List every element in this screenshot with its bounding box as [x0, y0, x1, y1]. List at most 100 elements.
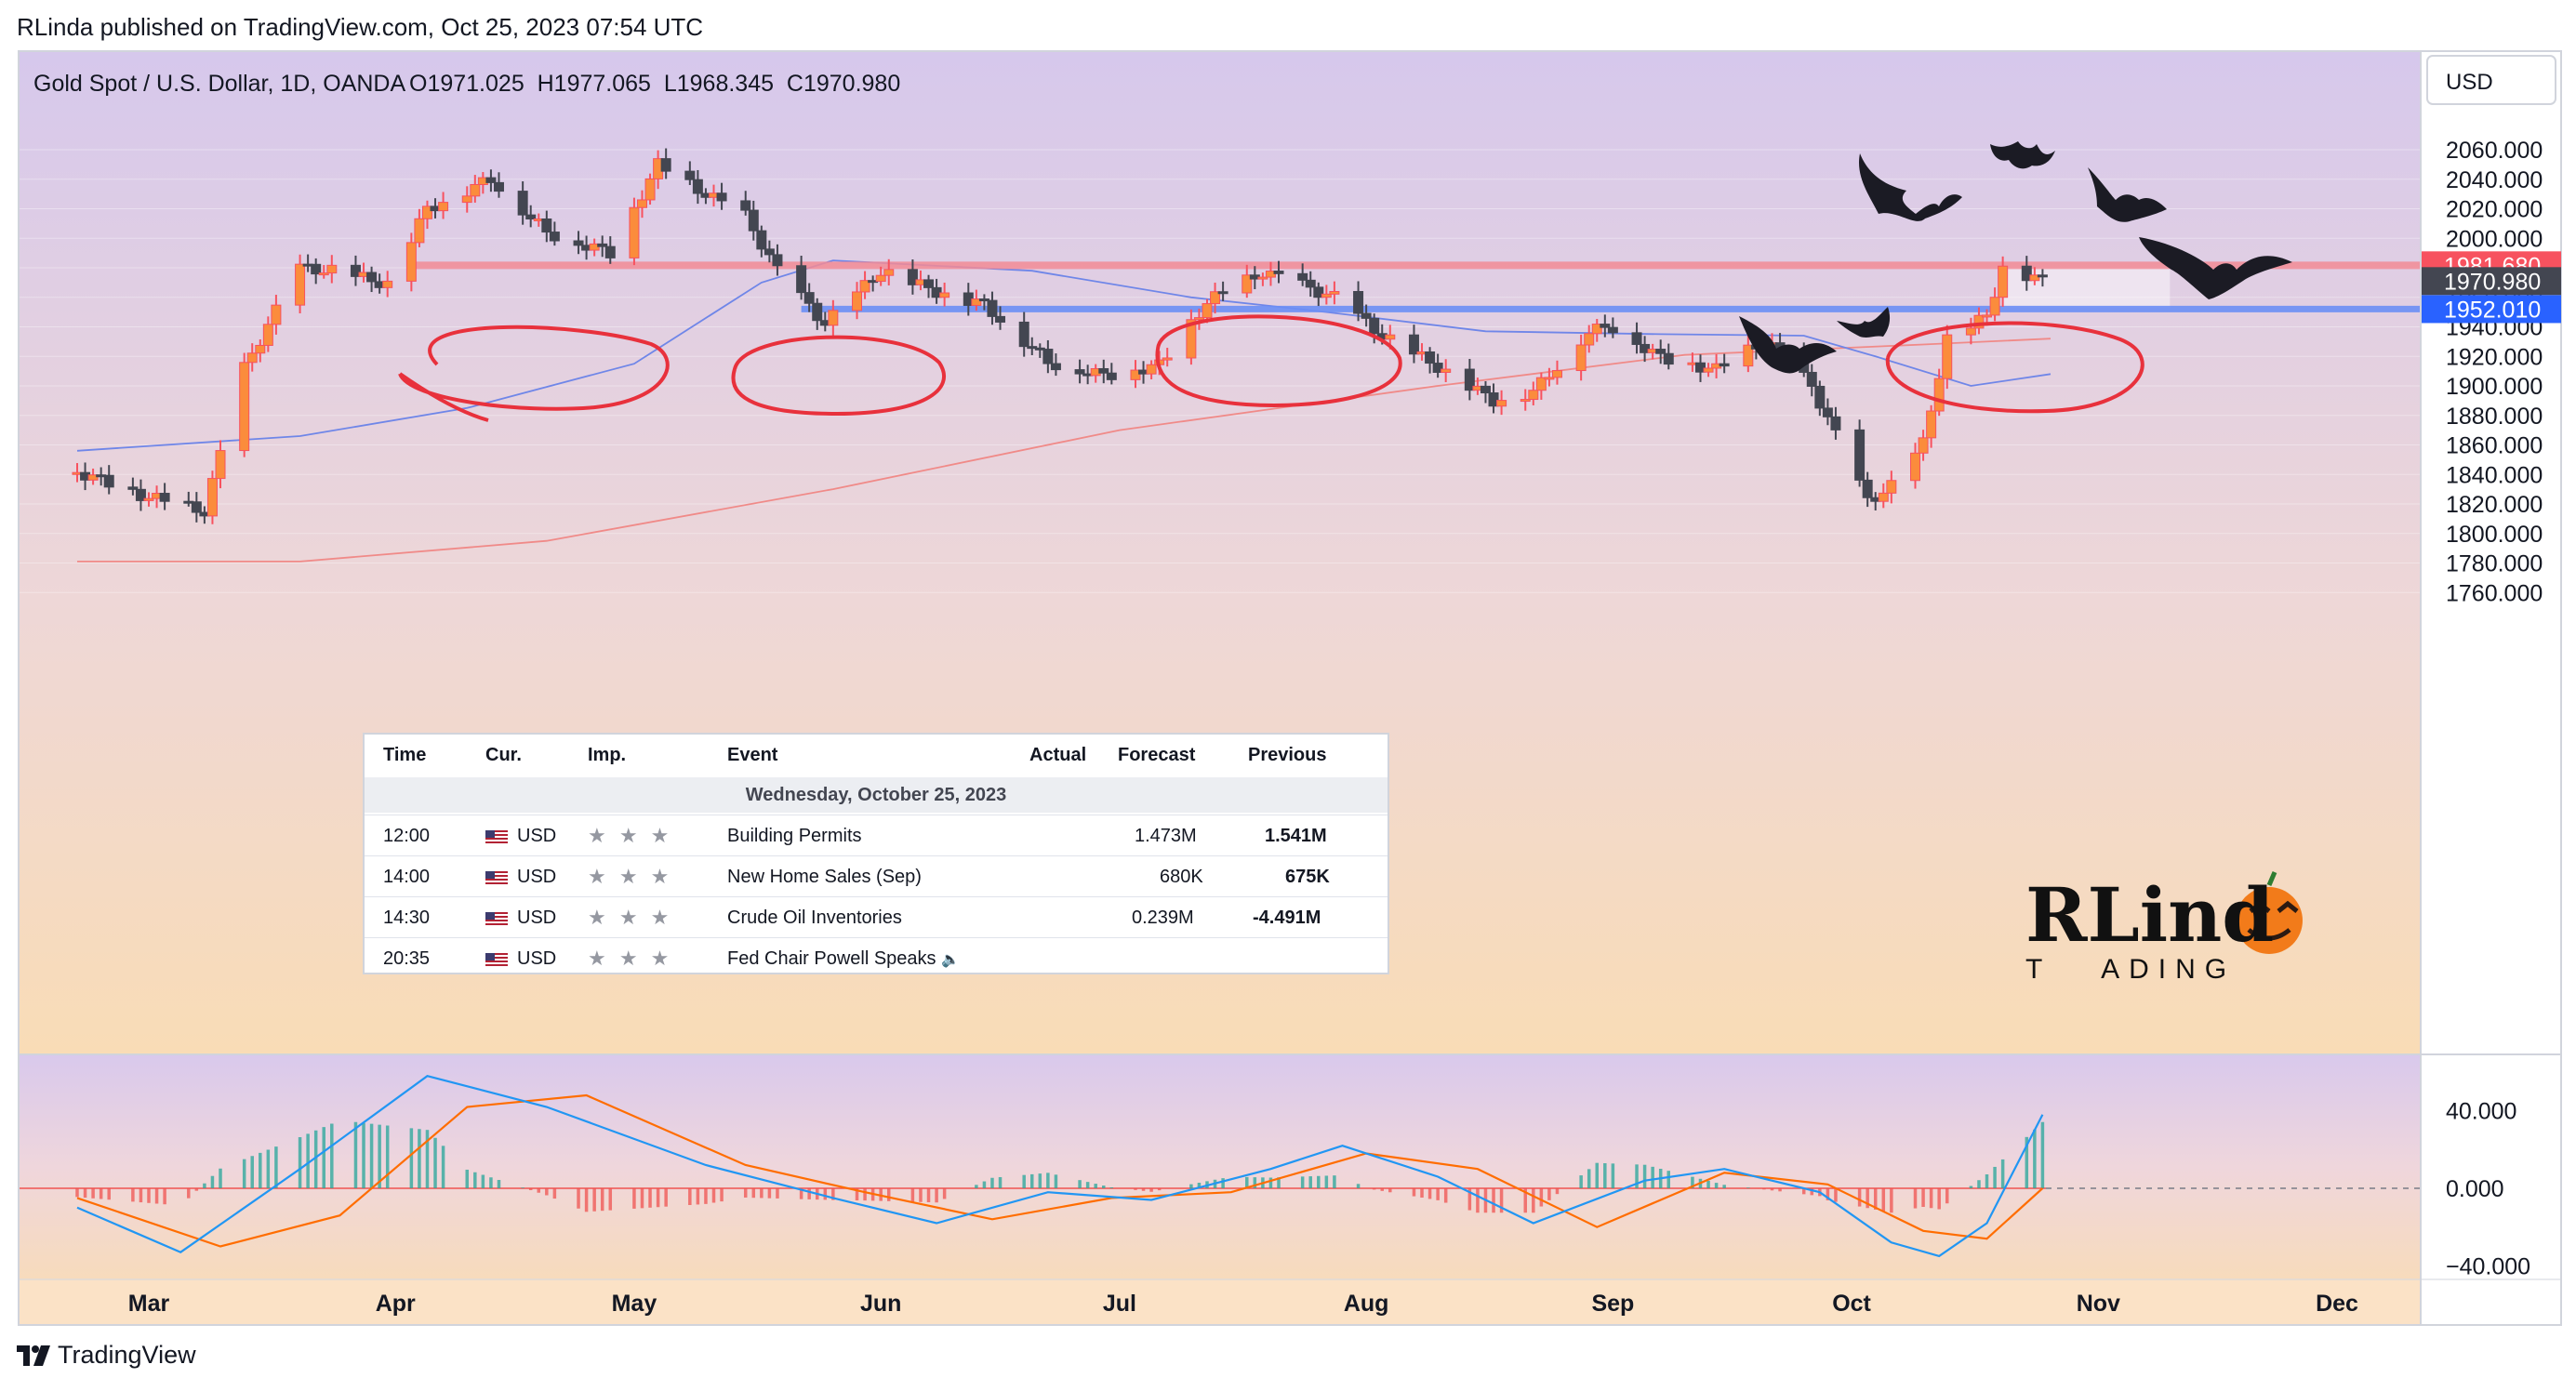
candle-body[interactable] — [1273, 271, 1284, 274]
candle-body[interactable] — [597, 243, 608, 247]
candle-body[interactable] — [796, 265, 807, 294]
candle-body[interactable] — [1210, 291, 1221, 305]
candle-body[interactable] — [1432, 363, 1443, 373]
candle-body[interactable] — [1544, 377, 1555, 380]
candle-body[interactable] — [493, 181, 504, 192]
candle-body[interactable] — [1130, 369, 1141, 380]
candle-body[interactable] — [1305, 279, 1316, 288]
candle-body[interactable] — [1353, 290, 1364, 314]
candle-body[interactable] — [127, 486, 139, 490]
candle-body[interactable] — [2037, 274, 2048, 278]
candle-body[interactable] — [684, 170, 696, 180]
candle-body[interactable] — [1018, 321, 1029, 348]
candle-body[interactable] — [1217, 291, 1228, 295]
candle-body[interactable] — [1926, 410, 1937, 439]
candle-body[interactable] — [1830, 416, 1841, 431]
candle-body[interactable] — [143, 497, 154, 501]
calendar-row[interactable]: 12:00 USD ★ ★ ★ Building Permits 1.473M … — [365, 815, 1388, 856]
candle-body[interactable] — [541, 218, 552, 233]
candle-body[interactable] — [405, 242, 417, 282]
candle-body[interactable] — [1655, 349, 1666, 354]
candle-body[interactable] — [1965, 327, 1976, 336]
candle-body[interactable] — [1703, 367, 1714, 373]
candle-body[interactable] — [1257, 276, 1268, 280]
candle-body[interactable] — [350, 264, 361, 277]
candle-body[interactable] — [1146, 364, 1157, 375]
candle-body[interactable] — [1998, 265, 2009, 298]
candle-body[interactable] — [748, 209, 759, 232]
candle-body[interactable] — [1600, 324, 1611, 328]
candle-body[interactable] — [1520, 399, 1531, 403]
candle-body[interactable] — [1480, 385, 1491, 394]
candle-body[interactable] — [716, 192, 727, 202]
chart-canvas[interactable]: 2060.0002040.0002020.0002000.0001980.000… — [0, 0, 2576, 1339]
candle-body[interactable] — [1496, 400, 1507, 407]
candle-body[interactable] — [1822, 407, 1833, 417]
candle-body[interactable] — [1743, 344, 1754, 367]
candle-body[interactable] — [978, 298, 989, 302]
candle-body[interactable] — [1591, 324, 1602, 335]
candle-body[interactable] — [812, 302, 823, 322]
candle-body[interactable] — [1321, 293, 1332, 298]
candle-body[interactable] — [740, 200, 751, 211]
candle-body[interactable] — [382, 280, 393, 288]
calendar-row[interactable]: 14:00 USD ★ ★ ★ New Home Sales (Sep) 680… — [365, 855, 1388, 897]
candle-body[interactable] — [1989, 297, 2000, 316]
candle-body[interactable] — [756, 230, 767, 250]
candle-body[interactable] — [414, 218, 425, 244]
candle-body[interactable] — [764, 248, 775, 256]
candle-body[interactable] — [629, 206, 640, 258]
candle-body[interactable] — [1441, 368, 1452, 373]
candle-body[interactable] — [1074, 369, 1085, 375]
candle-body[interactable] — [692, 179, 703, 194]
candle-body[interactable] — [907, 269, 918, 285]
candle-body[interactable] — [262, 324, 273, 346]
candle-body[interactable] — [1933, 378, 1945, 412]
candle-body[interactable] — [1910, 452, 1921, 482]
candle-body[interactable] — [2021, 265, 2032, 282]
candle-body[interactable] — [1408, 334, 1419, 355]
candle-body[interactable] — [1385, 334, 1396, 340]
candle-body[interactable] — [1814, 385, 1826, 409]
candle-body[interactable] — [295, 263, 306, 306]
candle-body[interactable] — [246, 352, 258, 364]
candle-body[interactable] — [1488, 392, 1499, 407]
candle-body[interactable] — [875, 274, 886, 283]
candle-body[interactable] — [1202, 303, 1213, 319]
candle-body[interactable] — [1973, 314, 1985, 329]
candle-body[interactable] — [1027, 346, 1038, 350]
candle-body[interactable] — [1535, 377, 1547, 391]
candle-body[interactable] — [852, 291, 863, 311]
candle-body[interactable] — [1862, 479, 1873, 498]
candle-body[interactable] — [206, 478, 218, 517]
candle-body[interactable] — [438, 202, 449, 212]
candle-body[interactable] — [318, 272, 329, 276]
candle-body[interactable] — [859, 280, 870, 293]
candle-body[interactable] — [939, 292, 950, 298]
candle-body[interactable] — [421, 205, 432, 219]
candle-body[interactable] — [1886, 480, 1897, 494]
candle-body[interactable] — [135, 488, 146, 501]
candle-body[interactable] — [470, 183, 481, 197]
candle-body[interactable] — [1575, 344, 1587, 372]
candle-body[interactable] — [1464, 368, 1475, 391]
candle-body[interactable] — [1607, 326, 1618, 334]
candle-body[interactable] — [517, 191, 528, 216]
candle-body[interactable] — [1193, 317, 1204, 321]
candle-body[interactable] — [923, 279, 935, 288]
candle-body[interactable] — [772, 254, 783, 267]
candle-body[interactable] — [987, 299, 998, 317]
candle-body[interactable] — [644, 178, 656, 201]
candle-body[interactable] — [604, 245, 616, 258]
candle-body[interactable] — [1242, 274, 1253, 294]
currency-label[interactable]: USD — [2446, 70, 2493, 95]
candle-body[interactable] — [1042, 349, 1054, 364]
candle-body[interactable] — [87, 474, 99, 481]
candle-body[interactable] — [883, 269, 895, 276]
candle-body[interactable] — [103, 474, 114, 488]
candle-body[interactable] — [1369, 317, 1380, 335]
candle-body[interactable] — [1982, 314, 1993, 318]
candle-body[interactable] — [1551, 370, 1562, 378]
candle-body[interactable] — [1528, 390, 1539, 401]
candle-body[interactable] — [1806, 371, 1817, 387]
